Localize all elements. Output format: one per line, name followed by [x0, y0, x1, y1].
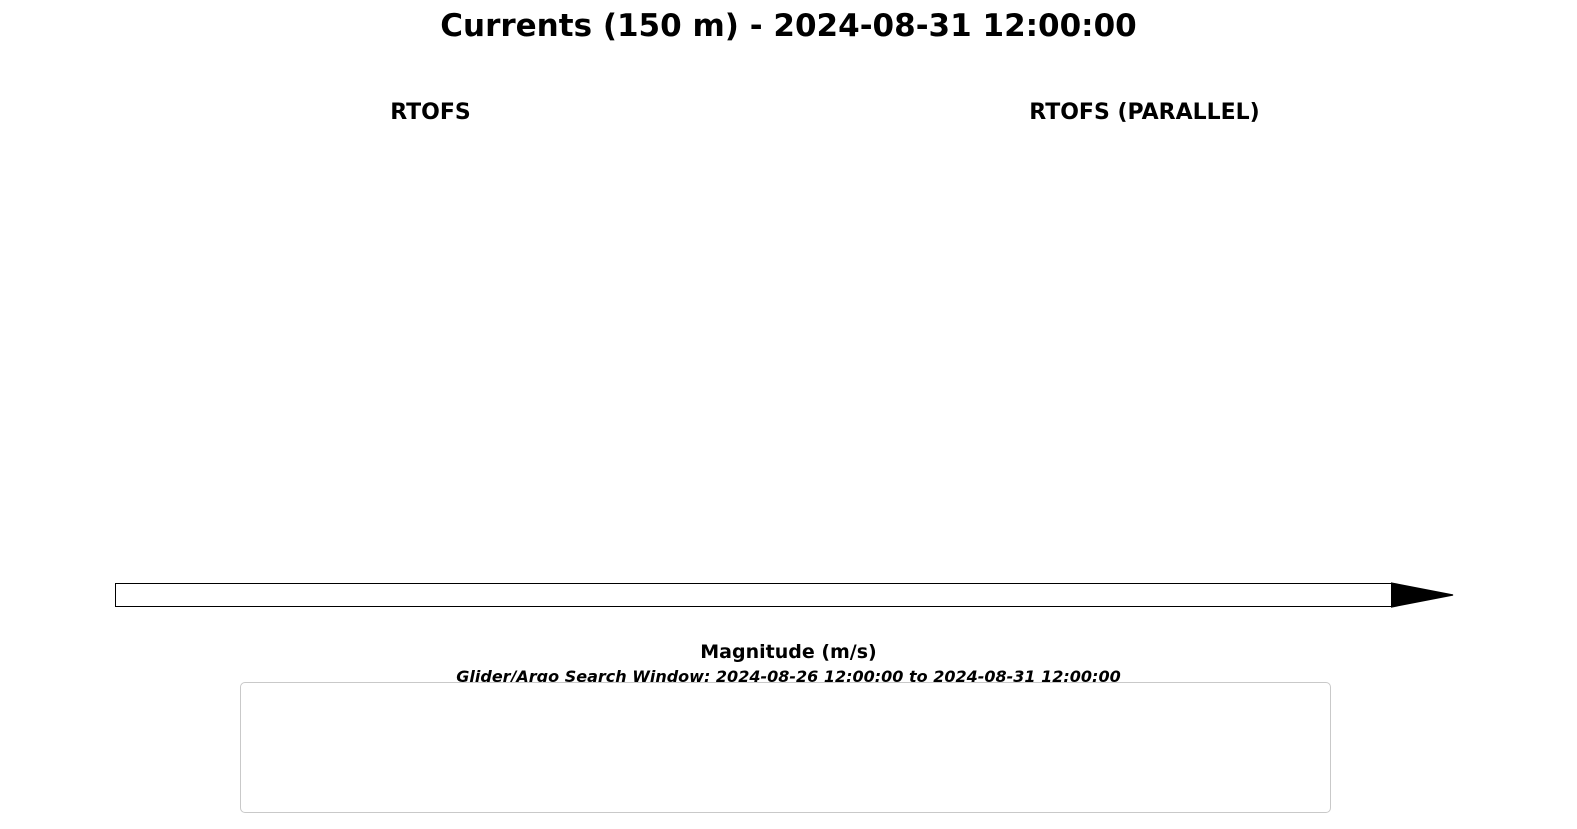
map-panel-rtofs	[86, 130, 775, 535]
figure-title: Currents (150 m) - 2024-08-31 12:00:00	[440, 8, 1137, 44]
colorbar	[115, 583, 1392, 607]
panel-title-rtofs: RTOFS	[390, 100, 471, 125]
colorbar-label: Magnitude (m/s)	[700, 641, 877, 663]
search-window-subtitle: Glider/Argo Search Window: 2024-08-26 12…	[456, 667, 1121, 686]
legend-box	[240, 682, 1331, 813]
panel-title-rtofs-parallel: RTOFS (PARALLEL)	[1029, 100, 1260, 125]
map-panel-rtofs-parallel	[800, 130, 1489, 535]
colorbar-extend-arrow	[1391, 582, 1454, 608]
